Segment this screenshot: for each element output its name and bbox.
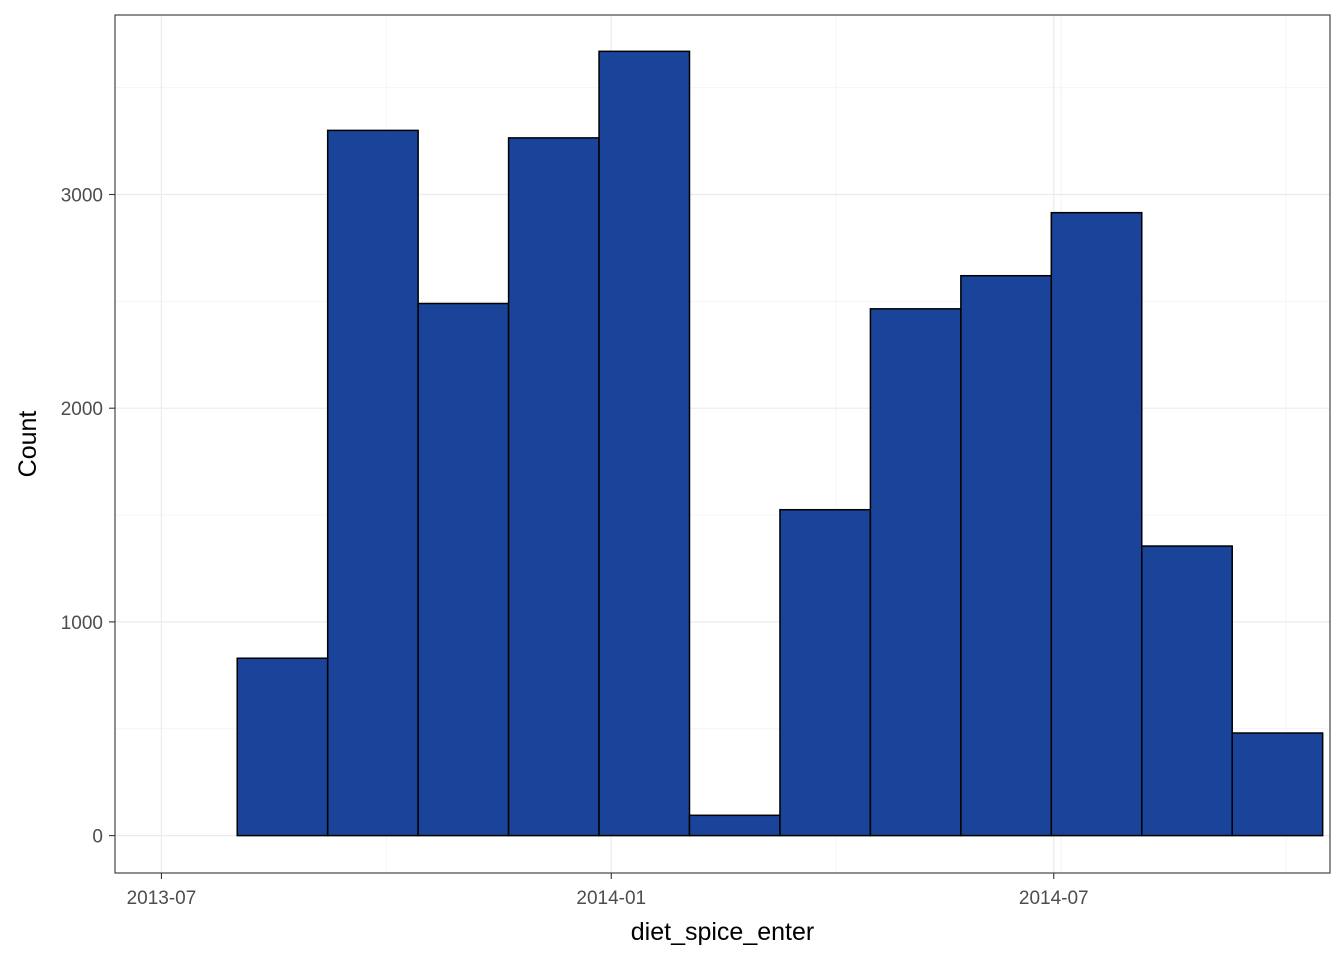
histogram-bar — [326, 129, 419, 837]
histogram-bar — [1141, 545, 1233, 837]
x-axis-title: diet_spice_enter — [631, 918, 814, 946]
histogram-bar — [1050, 211, 1143, 837]
y-tick-label: 2000 — [61, 399, 103, 420]
x-axis: 2013-07 2014-01 2014-07 — [127, 873, 1089, 909]
y-axis: 0 1000 2000 3000 — [61, 186, 115, 848]
histogram-bar — [960, 274, 1053, 837]
y-tick-label: 1000 — [61, 613, 103, 634]
histogram-bar — [1231, 732, 1324, 837]
histogram-bar — [688, 814, 781, 837]
histogram-bar — [417, 302, 510, 837]
x-tick-label: 2014-01 — [576, 888, 646, 909]
y-tick-label: 3000 — [61, 186, 103, 207]
y-axis-title: Count — [14, 411, 42, 478]
histogram-bar — [869, 308, 962, 837]
y-tick-label: 0 — [92, 827, 103, 848]
histogram-bars — [236, 50, 1324, 837]
x-tick-label: 2014-07 — [1019, 888, 1089, 909]
histogram-bar — [779, 508, 872, 837]
histogram-bar — [507, 137, 600, 837]
histogram-bar — [598, 50, 691, 837]
x-tick-label: 2013-07 — [127, 888, 197, 909]
panel-border — [114, 14, 1331, 874]
histogram-bar — [236, 657, 329, 837]
